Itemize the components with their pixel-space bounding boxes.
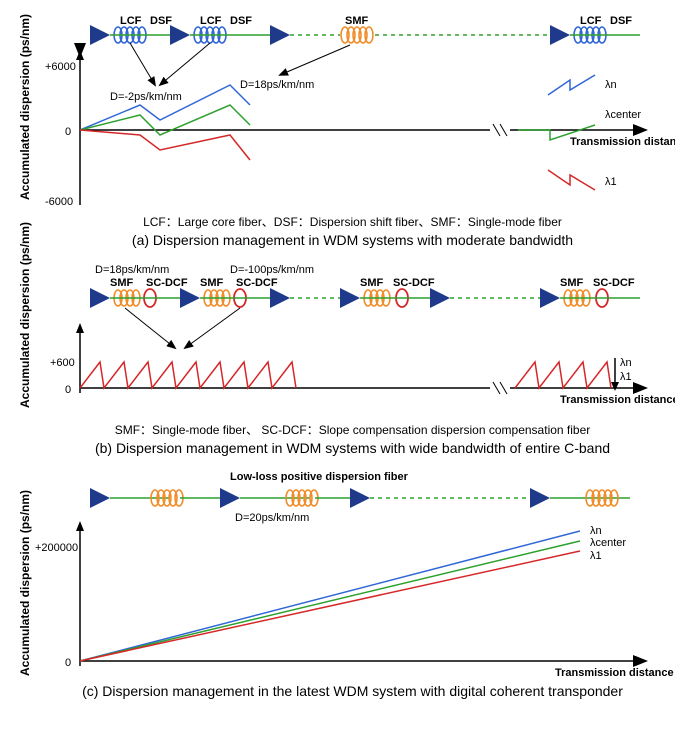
svg-text:SMF: SMF — [200, 277, 224, 289]
svg-b: D=18ps/km/nm D=-100ps/km/nm SMF SC-DCF S… — [10, 258, 675, 418]
svg-text:D=-100ps/km/nm: D=-100ps/km/nm — [230, 264, 314, 276]
svg-text:+6000: +6000 — [45, 61, 76, 73]
svg-text:D=-2ps/km/nm: D=-2ps/km/nm — [110, 91, 182, 103]
svg-text:D=18ps/km/nm: D=18ps/km/nm — [240, 79, 314, 91]
ylabel-a: Accumulated dispersion (ps/nm) — [18, 14, 32, 200]
svg-text:LCF: LCF — [120, 15, 142, 27]
svg-text:SC-DCF: SC-DCF — [393, 277, 435, 289]
svg-text:λn: λn — [590, 525, 602, 537]
svg-text:λ1: λ1 — [605, 176, 617, 188]
svg-text:λcenter: λcenter — [605, 109, 641, 121]
axes-a: +6000 0 -6000 Transmission distance — [45, 50, 675, 208]
svg-text:SMF: SMF — [345, 15, 369, 27]
ylabel-c: Accumulated dispersion (ps/nm) — [18, 490, 32, 676]
svg-text:SMF: SMF — [360, 277, 384, 289]
svg-text:λ1: λ1 — [590, 550, 602, 562]
svg-text:+600: +600 — [50, 357, 75, 369]
svg-text:SMF: SMF — [110, 277, 134, 289]
svg-text:Transmission distance: Transmission distance — [560, 394, 675, 406]
ylabel-b: Accumulated dispersion (ps/nm) — [18, 222, 32, 408]
svg-text:D=20ps/km/nm: D=20ps/km/nm — [235, 512, 309, 524]
svg-text:SC-DCF: SC-DCF — [146, 277, 188, 289]
legend-right-a: λn λcenter λ1 — [518, 75, 641, 190]
saw-right-b — [515, 362, 611, 388]
svg-text:LCF: LCF — [580, 15, 602, 27]
svg-text:Transmission distance: Transmission distance — [570, 136, 675, 148]
caption-c: (c) Dispersion management in the latest … — [10, 683, 685, 699]
svg-text:0: 0 — [65, 126, 71, 138]
panel-c: Accumulated dispersion (ps/nm) Low-loss … — [10, 466, 685, 699]
svg-a: LCF DSF LCF DSF SMF LCF DSF D=-2ps/km — [10, 10, 675, 210]
topline-b: SMF SC-DCF SMF SC-DCF SMF SC-DCF SMF — [90, 277, 640, 308]
topline-a: LCF DSF LCF DSF SMF LCF DSF — [90, 15, 640, 45]
svg-text:LCF: LCF — [200, 15, 222, 27]
legend-a: LCF：Large core fiber、DSF：Dispersion shif… — [10, 213, 685, 230]
svg-text:D=18ps/km/nm: D=18ps/km/nm — [95, 264, 169, 276]
svg-text:λn: λn — [605, 79, 617, 91]
panel-a: Accumulated dispersion (ps/nm) LCF DSF L… — [10, 10, 685, 248]
svg-text:-6000: -6000 — [45, 196, 73, 208]
svg-text:λ1: λ1 — [620, 371, 632, 383]
svg-text:DSF: DSF — [610, 15, 632, 27]
svg-text:SMF: SMF — [560, 277, 584, 289]
svg-c: Low-loss positive dispersion fiber D=20p… — [10, 466, 675, 681]
svg-text:+200000: +200000 — [35, 542, 78, 554]
svg-text:Low-loss positive dispersion f: Low-loss positive dispersion fiber — [230, 471, 409, 483]
svg-text:λn: λn — [620, 357, 632, 369]
svg-text:SC-DCF: SC-DCF — [593, 277, 635, 289]
caption-a: (a) Dispersion management in WDM systems… — [10, 232, 685, 248]
saw-left-b — [80, 362, 296, 388]
svg-text:DSF: DSF — [150, 15, 172, 27]
caption-b: (b) Dispersion management in WDM systems… — [10, 440, 685, 456]
svg-text:λcenter: λcenter — [590, 537, 626, 549]
svg-text:Transmission distance: Transmission distance — [555, 667, 674, 679]
svg-text:0: 0 — [65, 657, 71, 669]
svg-text:DSF: DSF — [230, 15, 252, 27]
svg-text:SC-DCF: SC-DCF — [236, 277, 278, 289]
svg-text:0: 0 — [65, 384, 71, 396]
panel-b: Accumulated dispersion (ps/nm) D=18ps/km… — [10, 258, 685, 456]
legend-b: SMF：Single-mode fiber、 SC-DCF：Slope comp… — [10, 421, 685, 438]
topline-c — [90, 488, 630, 508]
